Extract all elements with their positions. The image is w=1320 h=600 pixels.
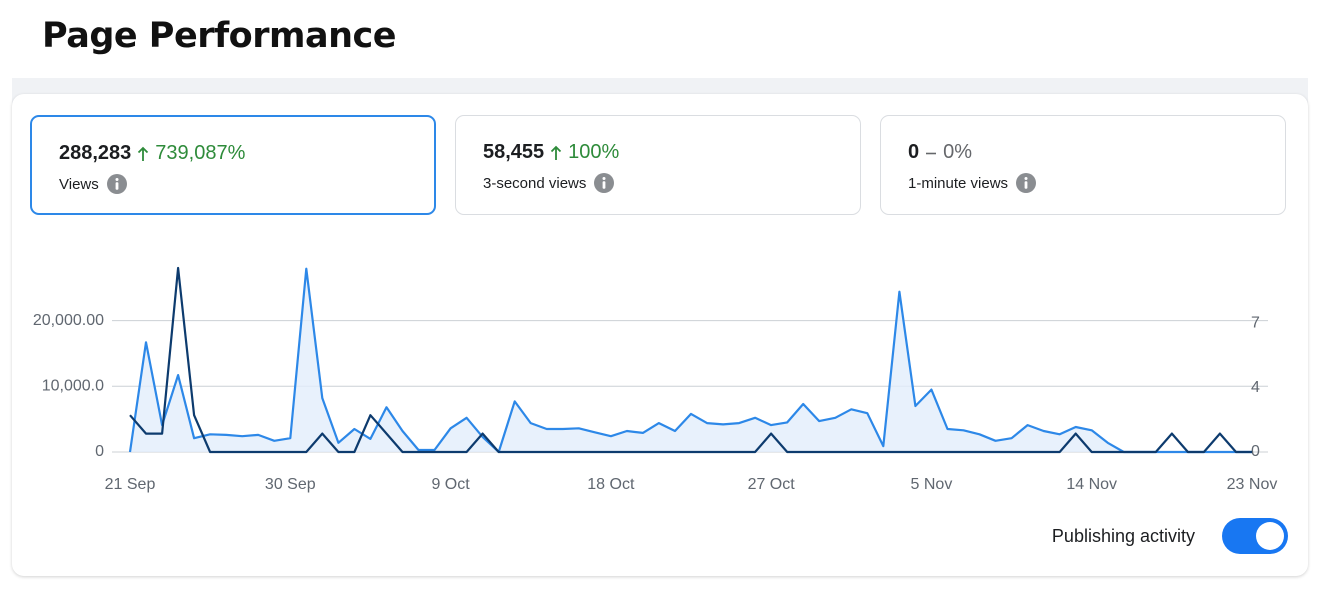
x-tick-label: 18 Oct: [587, 476, 635, 493]
metric-label-row: 1-minute views: [908, 173, 1037, 193]
info-icon[interactable]: [106, 174, 127, 194]
line: [129, 266, 1252, 454]
y-tick-label: 10,000.0: [42, 378, 104, 395]
toggle-label: Publishing activity: [1051, 526, 1195, 546]
metric-card[interactable]: 58,455 100% 3-second views: [455, 115, 861, 215]
metric-change: 739,087%: [155, 142, 246, 164]
metric-row: 288,283 739,087%: [59, 142, 245, 165]
x-tick-label: 30 Sep: [265, 476, 316, 493]
x-tick-label: 27 Oct: [748, 476, 796, 493]
x-tick-label: 14 Nov: [1066, 476, 1117, 493]
metric-label-row: Views: [59, 174, 127, 194]
metric-row: 0 0%: [908, 141, 972, 164]
y2-tick-label: 7: [1251, 314, 1260, 331]
metric-value: 0: [908, 141, 920, 163]
x-tick-label: 21 Sep: [105, 476, 156, 493]
info-icon[interactable]: [594, 173, 615, 193]
publishing-toggle[interactable]: [1222, 518, 1288, 554]
metric-label: 1-minute views: [908, 174, 1009, 192]
trend-flat-icon: [926, 152, 937, 154]
y-tick-label: 0: [95, 443, 104, 460]
x-tick-label: 5 Nov: [911, 476, 953, 493]
metric-card[interactable]: 0 0% 1-minute views: [880, 115, 1286, 215]
y2-tick-label: 0: [1251, 443, 1260, 460]
metric-row: 58,455 100%: [483, 141, 619, 164]
metric-value: 288,283: [59, 142, 132, 164]
metric-change: 0%: [943, 141, 973, 163]
toggle-knob: [1256, 522, 1284, 550]
metric-label: Views: [59, 175, 99, 193]
x-tick-label: 9 Oct: [431, 476, 470, 493]
x-tick-label: 23 Nov: [1227, 476, 1278, 493]
line: [128, 267, 1252, 454]
trend-up-icon: [138, 146, 149, 161]
y-tick-label: 20,000.00: [33, 312, 104, 329]
metric-card[interactable]: 288,283 739,087% Views: [30, 115, 436, 215]
y2-tick-label: 4: [1251, 379, 1260, 396]
metric-change: 100%: [568, 141, 620, 163]
page-title: Page Performance: [42, 16, 396, 56]
metric-label-row: 3-second views: [483, 173, 615, 193]
trend-up-icon: [551, 145, 562, 160]
metric-label: 3-second views: [483, 174, 587, 192]
info-icon[interactable]: [1016, 173, 1037, 193]
metric-value: 58,455: [483, 141, 545, 163]
